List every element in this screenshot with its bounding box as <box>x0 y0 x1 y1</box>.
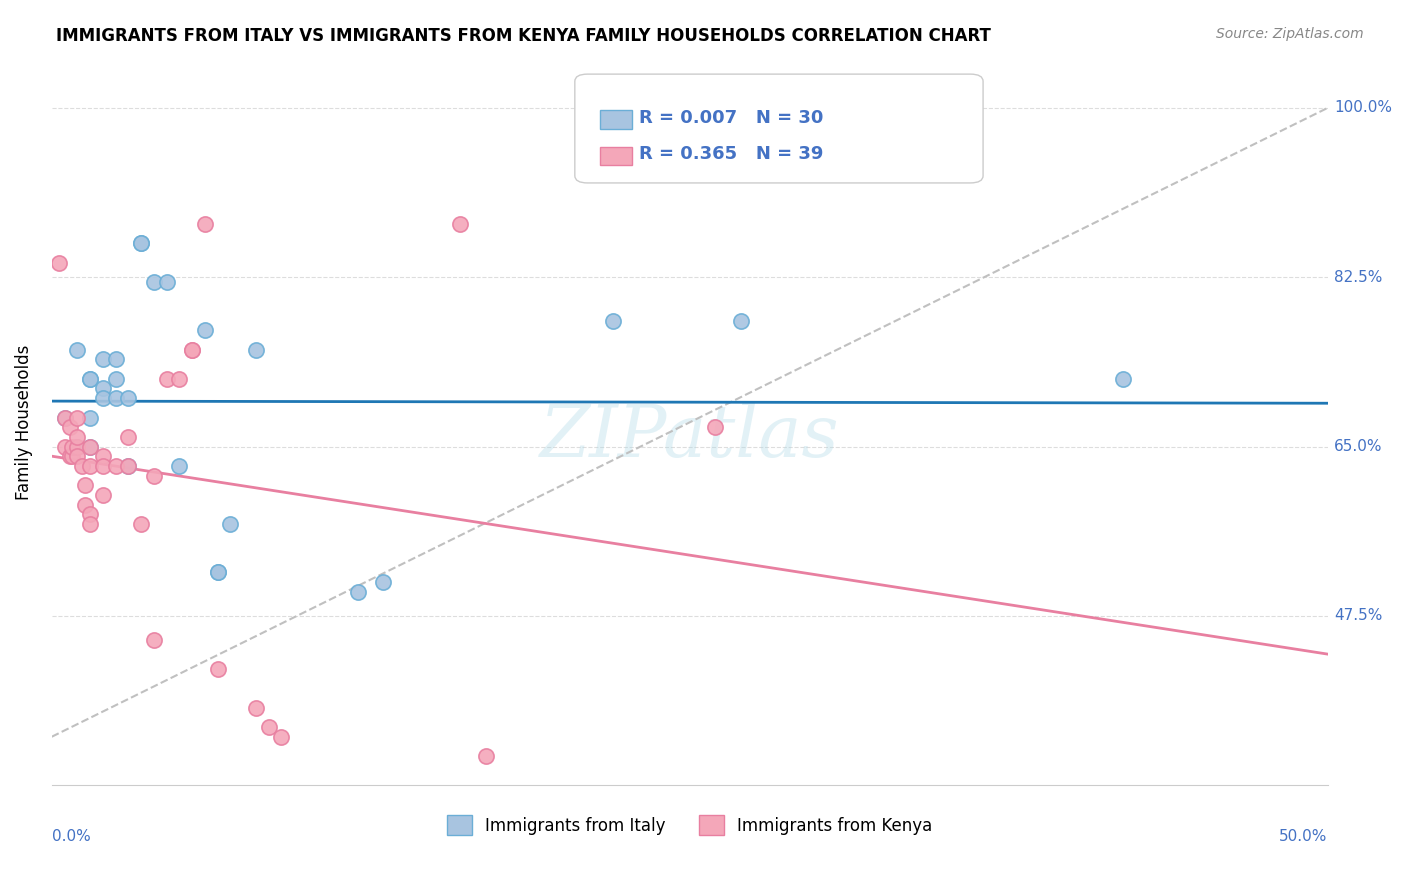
Point <box>53 410 76 425</box>
Point <box>155 372 177 386</box>
Bar <box>600 111 633 128</box>
Text: 50.0%: 50.0% <box>1279 829 1327 844</box>
Point <box>91 352 114 367</box>
Point <box>59 449 82 463</box>
Point <box>104 352 127 367</box>
Point <box>66 449 89 463</box>
Y-axis label: Family Households: Family Households <box>15 344 32 500</box>
FancyBboxPatch shape <box>575 74 983 183</box>
Point <box>169 458 191 473</box>
Text: R = 0.007   N = 30: R = 0.007 N = 30 <box>638 109 823 127</box>
Point <box>373 574 395 589</box>
Text: 82.5%: 82.5% <box>1334 269 1382 285</box>
Point <box>117 391 139 405</box>
Point <box>79 440 101 454</box>
Point <box>169 372 191 386</box>
Point <box>117 430 139 444</box>
Point <box>66 440 89 454</box>
Text: R = 0.365   N = 39: R = 0.365 N = 39 <box>638 145 823 163</box>
Point <box>104 458 127 473</box>
Point <box>449 217 471 231</box>
Point <box>91 458 114 473</box>
Point <box>66 440 89 454</box>
Text: 47.5%: 47.5% <box>1334 608 1382 624</box>
Point <box>66 430 89 444</box>
Point <box>730 314 752 328</box>
Text: IMMIGRANTS FROM ITALY VS IMMIGRANTS FROM KENYA FAMILY HOUSEHOLDS CORRELATION CHA: IMMIGRANTS FROM ITALY VS IMMIGRANTS FROM… <box>56 27 991 45</box>
Point <box>79 458 101 473</box>
Point <box>66 410 89 425</box>
Point <box>129 236 152 251</box>
Point <box>79 372 101 386</box>
Point <box>79 440 101 454</box>
Point <box>91 382 114 396</box>
Point <box>91 449 114 463</box>
Point <box>1112 372 1135 386</box>
Point <box>602 314 624 328</box>
Text: ZIPatlas: ZIPatlas <box>540 401 839 472</box>
Point <box>79 516 101 531</box>
Point <box>142 275 165 289</box>
Point <box>129 236 152 251</box>
Point <box>104 391 127 405</box>
Point <box>181 343 204 357</box>
Point <box>79 508 101 522</box>
Point <box>91 391 114 405</box>
Point <box>347 584 370 599</box>
Point <box>270 730 292 744</box>
Point <box>704 420 727 434</box>
Point <box>79 372 101 386</box>
Point <box>59 420 82 434</box>
Point <box>60 449 83 463</box>
Point <box>73 498 96 512</box>
Point <box>142 632 165 647</box>
Point <box>91 488 114 502</box>
Point <box>60 440 83 454</box>
Text: Source: ZipAtlas.com: Source: ZipAtlas.com <box>1216 27 1364 41</box>
Point <box>257 720 280 734</box>
Point <box>219 516 242 531</box>
Point <box>155 275 177 289</box>
Point <box>79 410 101 425</box>
Text: 65.0%: 65.0% <box>1334 439 1382 454</box>
Point <box>53 440 76 454</box>
Legend: Immigrants from Italy, Immigrants from Kenya: Immigrants from Italy, Immigrants from K… <box>440 808 939 842</box>
Point <box>73 478 96 492</box>
Point <box>207 566 229 580</box>
Point <box>142 468 165 483</box>
Point <box>194 217 217 231</box>
Point <box>117 458 139 473</box>
Point <box>194 323 217 337</box>
Point <box>207 662 229 676</box>
Point <box>72 458 94 473</box>
Text: 0.0%: 0.0% <box>52 829 90 844</box>
Point <box>245 343 267 357</box>
Point <box>48 256 70 270</box>
Point <box>117 458 139 473</box>
Point <box>207 566 229 580</box>
Point <box>129 516 152 531</box>
Point <box>474 749 496 764</box>
Point <box>53 410 76 425</box>
Text: 100.0%: 100.0% <box>1334 101 1392 115</box>
Bar <box>600 146 633 165</box>
Point <box>245 700 267 714</box>
Point <box>104 372 127 386</box>
Point <box>66 343 89 357</box>
Point <box>181 343 204 357</box>
